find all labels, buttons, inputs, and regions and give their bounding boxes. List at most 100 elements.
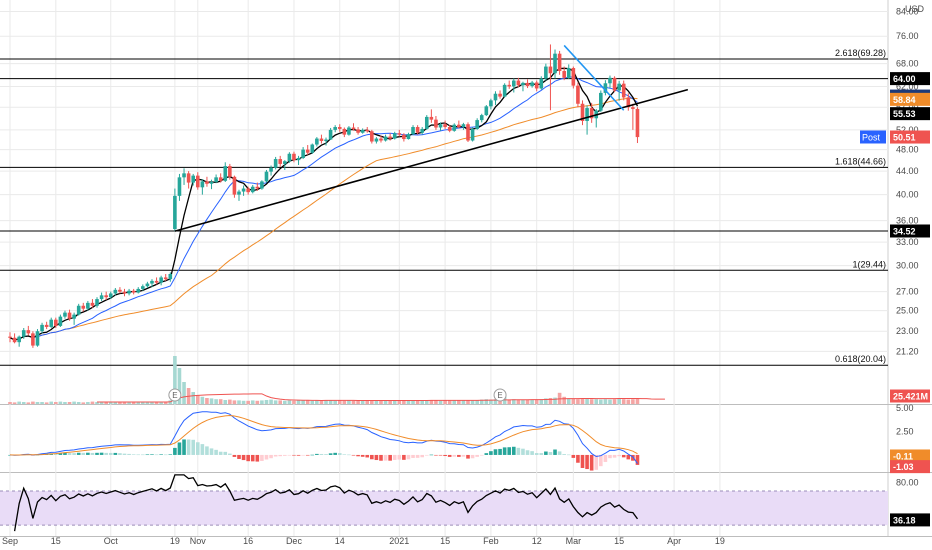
candle-body[interactable] — [315, 138, 319, 145]
candle-body[interactable] — [379, 138, 383, 141]
candle-body[interactable] — [17, 336, 21, 343]
candle-body[interactable] — [489, 100, 493, 107]
candle-body[interactable] — [370, 131, 374, 142]
candle-body[interactable] — [544, 66, 548, 79]
candle-body[interactable] — [232, 176, 237, 195]
candle-body[interactable] — [67, 312, 72, 319]
macd-panel[interactable]: 5.002.500.00 — [8, 403, 914, 471]
candle-body[interactable] — [283, 161, 287, 164]
candle-body[interactable] — [617, 83, 621, 91]
candle-body[interactable] — [163, 277, 168, 280]
candle-body[interactable] — [8, 336, 12, 338]
candle-body[interactable] — [104, 295, 108, 298]
candle-body[interactable] — [580, 103, 585, 122]
price-axis[interactable]: USD 21.20 23.00 25.00 27.00 30.00 33.00 36.00 4… — [896, 4, 925, 356]
price-panel[interactable]: 2.618(69.28) 1.618(44.66) 1(29.44) 0.618(20… — [0, 44, 888, 366]
candle-body[interactable] — [191, 175, 195, 183]
candle-body[interactable] — [502, 84, 507, 97]
candle-body[interactable] — [342, 128, 347, 135]
candle-body[interactable] — [35, 331, 40, 346]
candle-body[interactable] — [319, 138, 324, 142]
candle-body[interactable] — [452, 124, 457, 131]
candle-body[interactable] — [301, 149, 305, 158]
candle-body[interactable] — [475, 120, 479, 129]
candle-body[interactable] — [493, 93, 498, 101]
candle-body[interactable] — [576, 85, 580, 104]
candle-body[interactable] — [292, 153, 296, 161]
candle-body[interactable] — [337, 127, 342, 129]
candle-body[interactable] — [72, 314, 76, 319]
candle-body[interactable] — [397, 133, 402, 135]
candle-body[interactable] — [548, 66, 553, 74]
candle-body[interactable] — [631, 107, 635, 109]
candle-body[interactable] — [99, 295, 104, 300]
candle-body[interactable] — [351, 127, 356, 130]
candle-body[interactable] — [296, 157, 301, 161]
candle-body[interactable] — [141, 286, 145, 289]
candle-body[interactable] — [177, 177, 182, 196]
candle-body[interactable] — [127, 290, 131, 294]
candle-body[interactable] — [237, 191, 241, 195]
candle-body[interactable] — [406, 134, 411, 140]
candle-body[interactable] — [324, 139, 328, 142]
candle-body[interactable] — [402, 134, 406, 140]
candle-body[interactable] — [63, 312, 67, 317]
candle-body[interactable] — [122, 291, 127, 294]
candle-body[interactable] — [374, 138, 379, 142]
candle-body[interactable] — [81, 305, 86, 309]
candle-body[interactable] — [466, 124, 470, 141]
candle-body[interactable] — [534, 82, 539, 89]
candle-body[interactable] — [214, 177, 218, 182]
candle-body[interactable] — [58, 316, 63, 326]
candle-body[interactable] — [95, 299, 99, 306]
candle-body[interactable] — [273, 159, 278, 168]
candle-body[interactable] — [557, 53, 562, 72]
candle-body[interactable] — [512, 80, 516, 87]
candle-body[interactable] — [21, 330, 26, 337]
candle-body[interactable] — [429, 116, 434, 120]
candle-body[interactable] — [209, 181, 214, 184]
candle-body[interactable] — [305, 149, 310, 153]
candle-body[interactable] — [26, 330, 31, 334]
candle-body[interactable] — [195, 175, 200, 188]
candle-body[interactable] — [585, 108, 589, 122]
candle-body[interactable] — [118, 289, 122, 292]
candle-body[interactable] — [223, 166, 228, 181]
candle-body[interactable] — [278, 159, 283, 164]
candle-body[interactable] — [86, 302, 90, 309]
candle-body[interactable] — [424, 116, 429, 129]
candle-body[interactable] — [136, 288, 141, 293]
candle-body[interactable] — [470, 128, 475, 141]
candle-body[interactable] — [328, 129, 333, 140]
candle-body[interactable] — [608, 77, 612, 84]
candle-body[interactable] — [360, 129, 365, 133]
candle-body[interactable] — [90, 302, 95, 306]
earnings-marker[interactable] — [168, 388, 182, 402]
candle-body[interactable] — [420, 128, 424, 133]
candle-body[interactable] — [521, 82, 525, 86]
candle-body[interactable] — [599, 92, 603, 111]
candle-body[interactable] — [438, 124, 443, 128]
candle-body[interactable] — [388, 136, 392, 139]
candle-body[interactable] — [150, 280, 154, 284]
candle-body[interactable] — [356, 129, 360, 133]
candle-body[interactable] — [168, 274, 173, 280]
candle-body[interactable] — [255, 186, 260, 189]
candle-body[interactable] — [154, 280, 159, 283]
candle-body[interactable] — [113, 289, 118, 294]
candle-body[interactable] — [484, 106, 489, 116]
candle-body[interactable] — [264, 171, 269, 182]
candle-body[interactable] — [507, 84, 512, 87]
candle-body[interactable] — [108, 293, 113, 298]
candle-body[interactable] — [246, 188, 250, 193]
candle-body[interactable] — [365, 129, 370, 132]
candle-body[interactable] — [186, 173, 191, 183]
candle-body[interactable] — [383, 136, 388, 141]
time-axis[interactable]: Sep 15 Oct 19 Nov 16 Dec 14 2021 15 Feb 12 Mar 15 Apr 1… — [2, 536, 725, 546]
candle-body[interactable] — [447, 127, 452, 131]
candle-body[interactable] — [54, 319, 58, 326]
candle-body[interactable] — [589, 108, 594, 119]
candle-body[interactable] — [411, 127, 415, 135]
candle-body[interactable] — [333, 127, 337, 130]
